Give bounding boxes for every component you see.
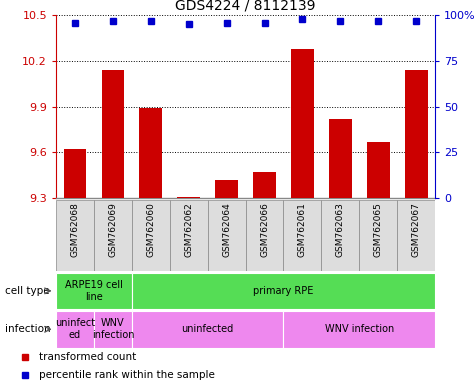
- Text: infection: infection: [5, 324, 50, 334]
- FancyBboxPatch shape: [170, 200, 208, 271]
- Bar: [215, 180, 238, 198]
- Bar: [64, 149, 86, 198]
- Bar: [367, 142, 389, 198]
- Title: GDS4224 / 8112139: GDS4224 / 8112139: [175, 0, 316, 13]
- Text: WNV infection: WNV infection: [325, 324, 394, 334]
- Text: percentile rank within the sample: percentile rank within the sample: [39, 370, 215, 380]
- Bar: [253, 172, 276, 198]
- FancyBboxPatch shape: [208, 200, 246, 271]
- Bar: [291, 49, 314, 198]
- Text: uninfect
ed: uninfect ed: [55, 318, 95, 340]
- FancyBboxPatch shape: [284, 311, 435, 348]
- FancyBboxPatch shape: [56, 200, 94, 271]
- Bar: [177, 197, 200, 198]
- FancyBboxPatch shape: [94, 200, 132, 271]
- Text: GSM762067: GSM762067: [412, 202, 421, 257]
- Bar: [102, 70, 124, 198]
- FancyBboxPatch shape: [284, 200, 322, 271]
- Text: GSM762068: GSM762068: [70, 202, 79, 257]
- Text: GSM762062: GSM762062: [184, 202, 193, 257]
- Text: GSM762069: GSM762069: [108, 202, 117, 257]
- Text: GSM762063: GSM762063: [336, 202, 345, 257]
- FancyBboxPatch shape: [56, 273, 132, 309]
- Text: primary RPE: primary RPE: [253, 286, 314, 296]
- Bar: [405, 70, 428, 198]
- Text: GSM762064: GSM762064: [222, 202, 231, 257]
- FancyBboxPatch shape: [397, 200, 435, 271]
- FancyBboxPatch shape: [94, 311, 132, 348]
- Bar: [329, 119, 352, 198]
- FancyBboxPatch shape: [132, 311, 284, 348]
- Text: WNV
infection: WNV infection: [92, 318, 134, 340]
- FancyBboxPatch shape: [359, 200, 397, 271]
- Text: cell type: cell type: [5, 286, 49, 296]
- Bar: [140, 108, 162, 198]
- Text: GSM762061: GSM762061: [298, 202, 307, 257]
- Text: transformed count: transformed count: [39, 352, 136, 362]
- FancyBboxPatch shape: [132, 273, 435, 309]
- Text: ARPE19 cell
line: ARPE19 cell line: [65, 280, 123, 302]
- FancyBboxPatch shape: [322, 200, 359, 271]
- FancyBboxPatch shape: [56, 311, 94, 348]
- Text: uninfected: uninfected: [181, 324, 234, 334]
- Text: GSM762065: GSM762065: [374, 202, 383, 257]
- Text: GSM762066: GSM762066: [260, 202, 269, 257]
- Text: GSM762060: GSM762060: [146, 202, 155, 257]
- FancyBboxPatch shape: [132, 200, 170, 271]
- FancyBboxPatch shape: [246, 200, 284, 271]
